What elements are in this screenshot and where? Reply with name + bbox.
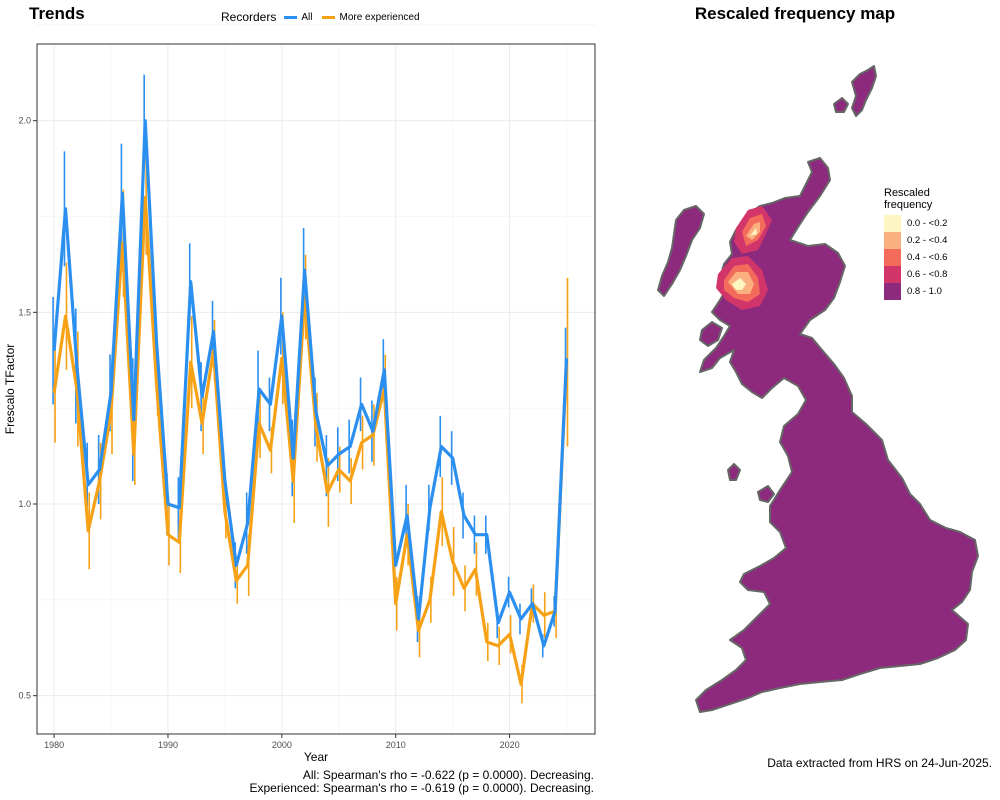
map-legend-item: 0.8 - 1.0 bbox=[884, 283, 954, 300]
map-legend-label: 0.2 - <0.4 bbox=[907, 235, 948, 246]
stats-experienced: Experienced: Spearman's rho = -0.619 (p … bbox=[249, 781, 595, 795]
series-line-all bbox=[52, 119, 569, 648]
x-axis-label: Year bbox=[304, 750, 328, 764]
x-tick-label: 2000 bbox=[272, 740, 292, 750]
x-tick-label: 1990 bbox=[158, 740, 178, 750]
y-tick-label: 0.5 bbox=[18, 691, 31, 701]
stats-all: All: Spearman's rho = -0.622 (p = 0.0000… bbox=[302, 768, 594, 782]
tick-layer: 1980 1990 2000 2010 2020 0.5 1.0 1.5 2.0 bbox=[18, 116, 519, 750]
map-legend-label: 0.8 - 1.0 bbox=[907, 286, 942, 297]
trends-legend: Recorders All More experienced bbox=[221, 10, 428, 24]
map-legend-swatch bbox=[884, 215, 901, 232]
map-isle-of-man bbox=[727, 463, 741, 481]
map-legend-item: 0.2 - <0.4 bbox=[884, 232, 954, 249]
x-tick-label: 2020 bbox=[500, 740, 520, 750]
map-legend-item: 0.6 - <0.8 bbox=[884, 266, 954, 283]
plot-border bbox=[36, 43, 596, 735]
map-legend-swatch bbox=[884, 249, 901, 266]
map-legend-swatch bbox=[884, 266, 901, 283]
map-orkney bbox=[833, 97, 849, 113]
y-tick-label: 2.0 bbox=[18, 116, 31, 126]
map-legend-items: 0.0 - <0.2 0.2 - <0.4 0.4 - <0.6 0.6 - <0.8… bbox=[884, 215, 954, 300]
map-shetland bbox=[851, 65, 877, 117]
legend-heading: Recorders bbox=[221, 10, 277, 24]
legend-label-experienced: More experienced bbox=[339, 11, 420, 23]
data-source-note: Data extracted from HRS on 24-Jun-2025. bbox=[767, 756, 992, 770]
map-region-mainland bbox=[657, 65, 979, 713]
series-layer bbox=[52, 119, 569, 686]
legend-key-all bbox=[284, 15, 298, 19]
map-hotspot-south bbox=[716, 256, 768, 310]
y-axis-label: Frescalo TFactor bbox=[3, 344, 17, 434]
trends-chart: 1980 1990 2000 2010 2020 0.5 1.0 1.5 2.0 Year Fr… bbox=[3, 24, 596, 764]
legend-label-all: All bbox=[301, 11, 313, 23]
x-tick-label: 1980 bbox=[44, 740, 64, 750]
map-legend-label: 0.0 - <0.2 bbox=[907, 218, 948, 229]
legend-key-experienced bbox=[322, 15, 336, 19]
y-tick-label: 1.0 bbox=[18, 499, 31, 509]
map-legend-item: 0.4 - <0.6 bbox=[884, 249, 954, 266]
map-legend-label: 0.4 - <0.6 bbox=[907, 252, 948, 263]
map-legend-title: Rescaled frequency bbox=[884, 187, 933, 211]
map-skye bbox=[699, 321, 723, 347]
map-legend-label: 0.6 - <0.8 bbox=[907, 269, 948, 280]
x-tick-label: 2010 bbox=[386, 740, 406, 750]
map-hotspot-north bbox=[734, 206, 772, 254]
map-legend: Rescaled frequency 0.0 - <0.2 0.2 - <0.4 0… bbox=[884, 187, 954, 300]
map-legend-swatch bbox=[884, 283, 901, 300]
map-legend-item: 0.0 - <0.2 bbox=[884, 215, 954, 232]
series-line-experienced bbox=[52, 195, 569, 686]
map-legend-swatch bbox=[884, 232, 901, 249]
trends-title: Trends bbox=[29, 4, 85, 23]
map-title: Rescaled frequency map bbox=[694, 4, 896, 23]
y-tick-label: 1.5 bbox=[18, 307, 31, 317]
map-anglesey bbox=[757, 485, 775, 503]
map-outer-hebrides bbox=[657, 205, 705, 297]
